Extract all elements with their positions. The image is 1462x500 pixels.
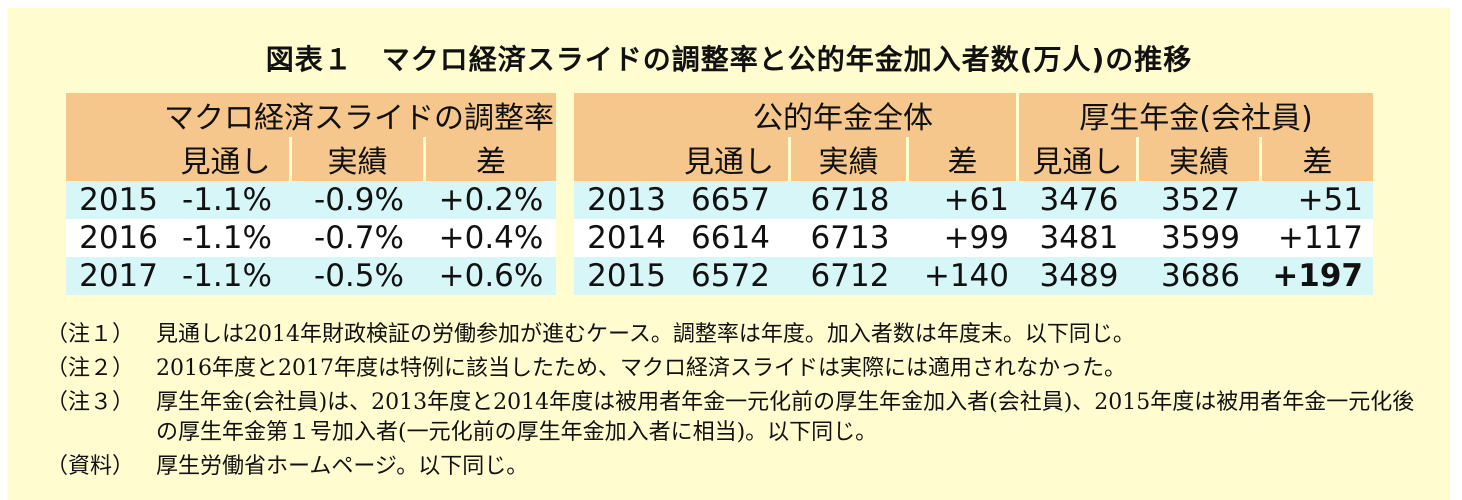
value-cell: +0.2% <box>426 181 556 219</box>
note-label: （注１） <box>46 322 135 347</box>
column-header: 見通し <box>670 137 791 181</box>
value-cell: 6614 <box>670 219 791 257</box>
note-label: （資料） <box>46 454 135 479</box>
enrollees-table: 公的年金全体 厚生年金(会社員) 見通し 実績 差 見通し 実績 差 2013 … <box>574 93 1373 295</box>
table-row: 2014 6614 6713 +99 3481 3599 +117 <box>574 219 1373 257</box>
value-cell: +99 <box>909 219 1019 257</box>
figure-panel: 図表１ マクロ経済スライドの調整率と公的年金加入者数(万人)の推移 マクロ経済ス… <box>8 8 1450 500</box>
note-item: （注１） 見通しは2014年財政検証の労働参加が進むケース。調整率は年度。加入者… <box>46 320 1436 350</box>
value-cell: -0.9% <box>292 181 426 219</box>
note-text: 見通しは2014年財政検証の労働参加が進むケース。調整率は年度。加入者数は年度末… <box>156 322 1135 347</box>
value-cell: -1.1% <box>162 219 292 257</box>
value-cell: 6572 <box>670 257 791 295</box>
column-header: 差 <box>909 137 1019 181</box>
value-cell: 3599 <box>1139 219 1262 257</box>
column-header: 見通し <box>1019 137 1139 181</box>
value-cell: 6718 <box>791 181 909 219</box>
note-item: （注３） 厚生年金(会社員)は、2013年度と2014年度は被用者年金一元化前の… <box>46 388 1436 448</box>
value-cell: -0.7% <box>292 219 426 257</box>
value-cell: +140 <box>909 257 1019 295</box>
column-header: 見通し <box>162 137 292 181</box>
value-cell: 3476 <box>1019 181 1139 219</box>
table-row: 2015 -1.1% -0.9% +0.2% <box>66 181 556 219</box>
corner-cell <box>574 93 670 181</box>
year-cell: 2017 <box>66 257 162 295</box>
figure-title: 図表１ マクロ経済スライドの調整率と公的年金加入者数(万人)の推移 <box>265 43 1193 76</box>
column-header: 差 <box>426 137 556 181</box>
value-cell: 3489 <box>1019 257 1139 295</box>
year-cell: 2015 <box>66 181 162 219</box>
note-item: （資料） 厚生労働省ホームページ。以下同じ。 <box>46 452 1436 482</box>
value-cell: +0.6% <box>426 257 556 295</box>
group-header-employee-pension: 厚生年金(会社員) <box>1019 93 1373 137</box>
value-cell: -1.1% <box>162 257 292 295</box>
column-header: 差 <box>1262 137 1373 181</box>
group-header-adjustment-rate: マクロ経済スライドの調整率 <box>162 93 556 137</box>
value-cell-highlight: +197 <box>1262 257 1373 295</box>
value-cell: +51 <box>1262 181 1373 219</box>
value-cell: 6712 <box>791 257 909 295</box>
value-cell: 3527 <box>1139 181 1262 219</box>
note-text: 厚生労働省ホームページ。以下同じ。 <box>156 454 529 479</box>
note-text: 厚生年金(会社員)は、2013年度と2014年度は被用者年金一元化前の厚生年金加… <box>156 390 1415 445</box>
adjustment-rate-table: マクロ経済スライドの調整率 見通し 実績 差 2015 -1.1% -0.9% … <box>66 93 556 295</box>
year-cell: 2013 <box>574 181 670 219</box>
group-header-public-pension: 公的年金全体 <box>670 93 1019 137</box>
notes-section: （注１） 見通しは2014年財政検証の労働参加が進むケース。調整率は年度。加入者… <box>46 320 1436 486</box>
value-cell: +117 <box>1262 219 1373 257</box>
table-row: 2013 6657 6718 +61 3476 3527 +51 <box>574 181 1373 219</box>
column-header: 実績 <box>292 137 426 181</box>
year-cell: 2015 <box>574 257 670 295</box>
column-header: 実績 <box>1139 137 1262 181</box>
corner-cell <box>66 93 162 181</box>
value-cell: +0.4% <box>426 219 556 257</box>
note-text: 2016年度と2017年度は特例に該当したため、マクロ経済スライドは実際には適用… <box>156 356 1126 381</box>
year-cell: 2014 <box>574 219 670 257</box>
note-label: （注３） <box>46 390 135 415</box>
year-cell: 2016 <box>66 219 162 257</box>
note-item: （注２） 2016年度と2017年度は特例に該当したため、マクロ経済スライドは実… <box>46 354 1436 384</box>
value-cell: -0.5% <box>292 257 426 295</box>
value-cell: -1.1% <box>162 181 292 219</box>
table-row: 2015 6572 6712 +140 3489 3686 +197 <box>574 257 1373 295</box>
table-row: 2016 -1.1% -0.7% +0.4% <box>66 219 556 257</box>
value-cell: 3481 <box>1019 219 1139 257</box>
value-cell: 6713 <box>791 219 909 257</box>
value-cell: 6657 <box>670 181 791 219</box>
note-label: （注２） <box>46 356 135 381</box>
value-cell: +61 <box>909 181 1019 219</box>
column-header: 実績 <box>791 137 909 181</box>
value-cell: 3686 <box>1139 257 1262 295</box>
table-row: 2017 -1.1% -0.5% +0.6% <box>66 257 556 295</box>
